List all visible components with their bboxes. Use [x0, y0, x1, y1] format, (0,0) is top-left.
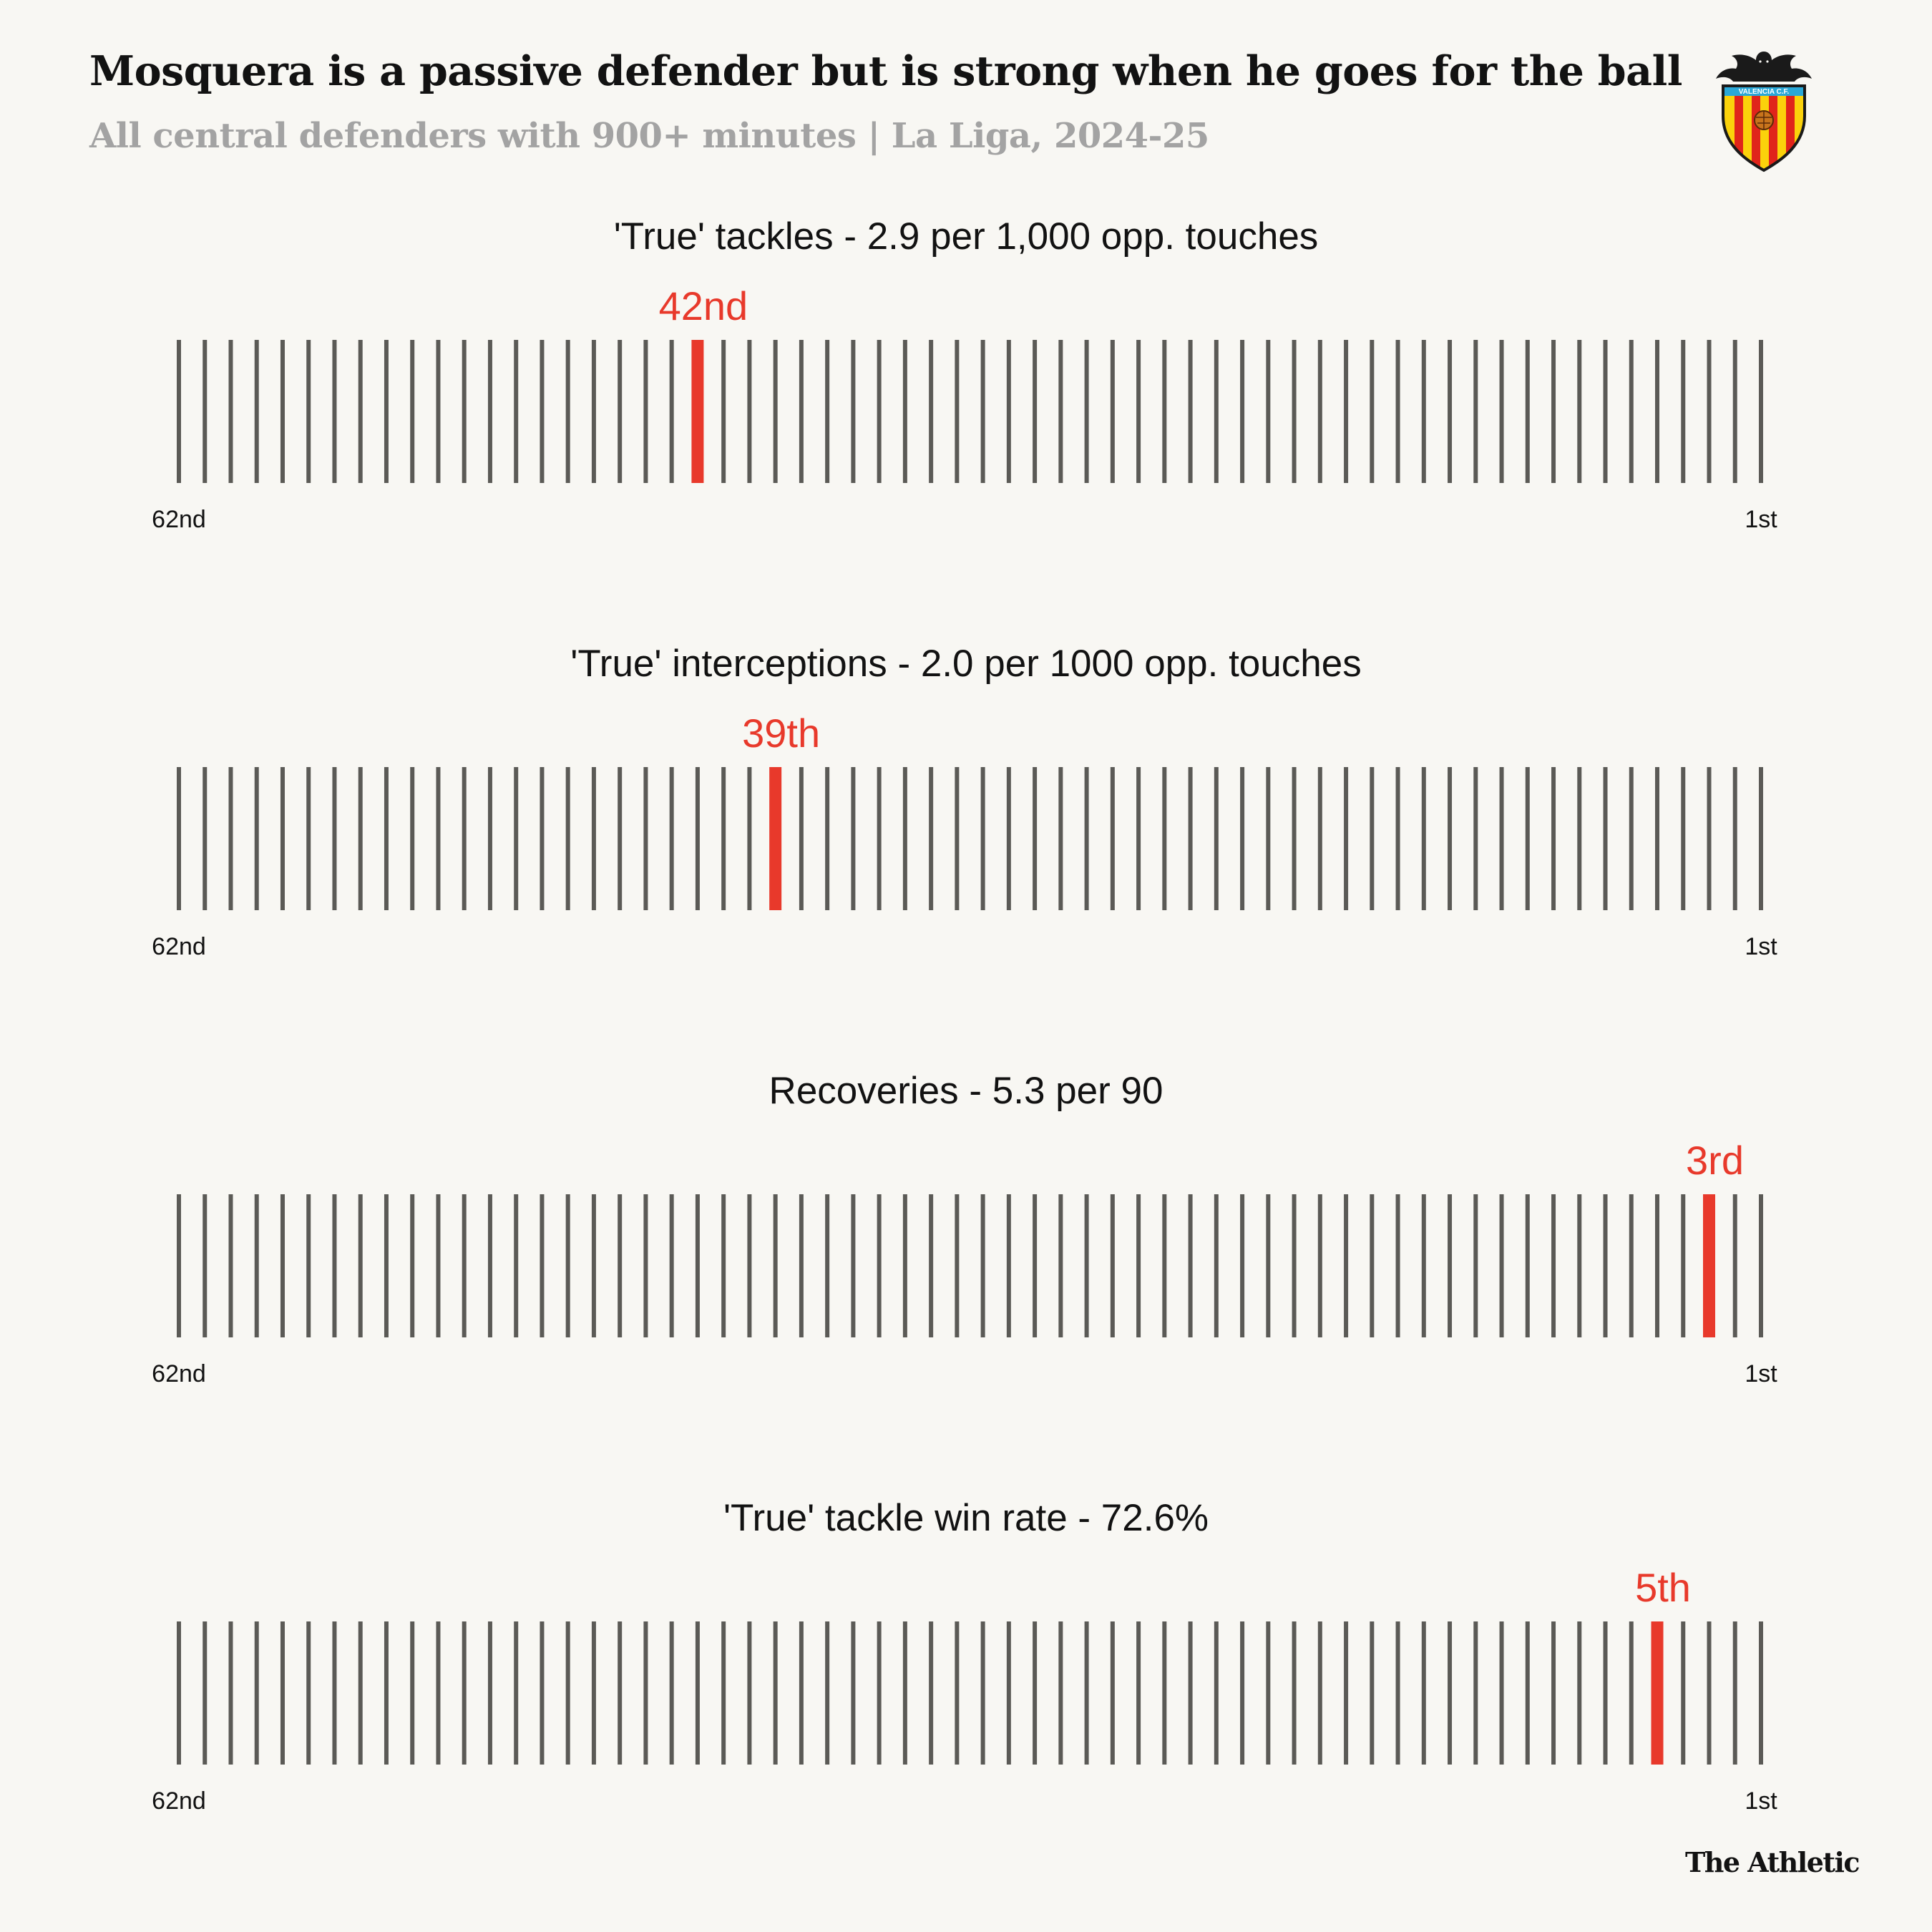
rank-strip: 39th 62nd 1st [152, 711, 1777, 960]
best-rank-label: 1st [1745, 506, 1777, 533]
rank-label: 39th [742, 711, 820, 756]
panel-title: Recoveries - 5.3 per 90 [769, 1070, 1163, 1112]
best-rank-label: 1st [1745, 1787, 1777, 1815]
panel-title: 'True' tackles - 2.9 per 1,000 opp. touc… [613, 215, 1319, 258]
rank-panel-tackle-win-rate: 'True' tackle win rate - 72.6% 5th 62nd 1s… [0, 1496, 1932, 1833]
worst-rank-label: 62nd [152, 1360, 206, 1387]
chart-subtitle: All central defenders with 900+ minutes … [89, 116, 1209, 156]
crest-text: VALENCIA C.F. [1739, 88, 1790, 96]
best-rank-label: 1st [1745, 1360, 1777, 1387]
rank-panel-recoveries: Recoveries - 5.3 per 90 3rd 62nd 1st [0, 1069, 1932, 1405]
rank-strip: 3rd 62nd 1st [152, 1138, 1777, 1387]
worst-rank-label: 62nd [152, 933, 206, 960]
rank-label: 3rd [1686, 1138, 1744, 1183]
panel-title: 'True' tackle win rate - 72.6% [723, 1497, 1209, 1539]
worst-rank-label: 62nd [152, 1787, 206, 1815]
rank-strip: 5th 62nd 1st [152, 1565, 1777, 1815]
chart-title: Mosquera is a passive defender but is st… [89, 47, 1682, 95]
footer-brand: The Athletic [1685, 1846, 1860, 1878]
rank-strip: 42nd 62nd 1st [152, 283, 1777, 533]
rank-panel-tackles: 'True' tackles - 2.9 per 1,000 opp. touc… [0, 215, 1932, 551]
rank-label: 5th [1635, 1565, 1691, 1610]
best-rank-label: 1st [1745, 933, 1777, 960]
valencia-crest-icon: VALENCIA C.F. [1716, 52, 1812, 172]
worst-rank-label: 62nd [152, 506, 206, 533]
rank-panel-interceptions: 'True' interceptions - 2.0 per 1000 opp.… [0, 642, 1932, 978]
rank-label: 42nd [659, 283, 748, 328]
panel-title: 'True' interceptions - 2.0 per 1000 opp.… [570, 643, 1362, 685]
